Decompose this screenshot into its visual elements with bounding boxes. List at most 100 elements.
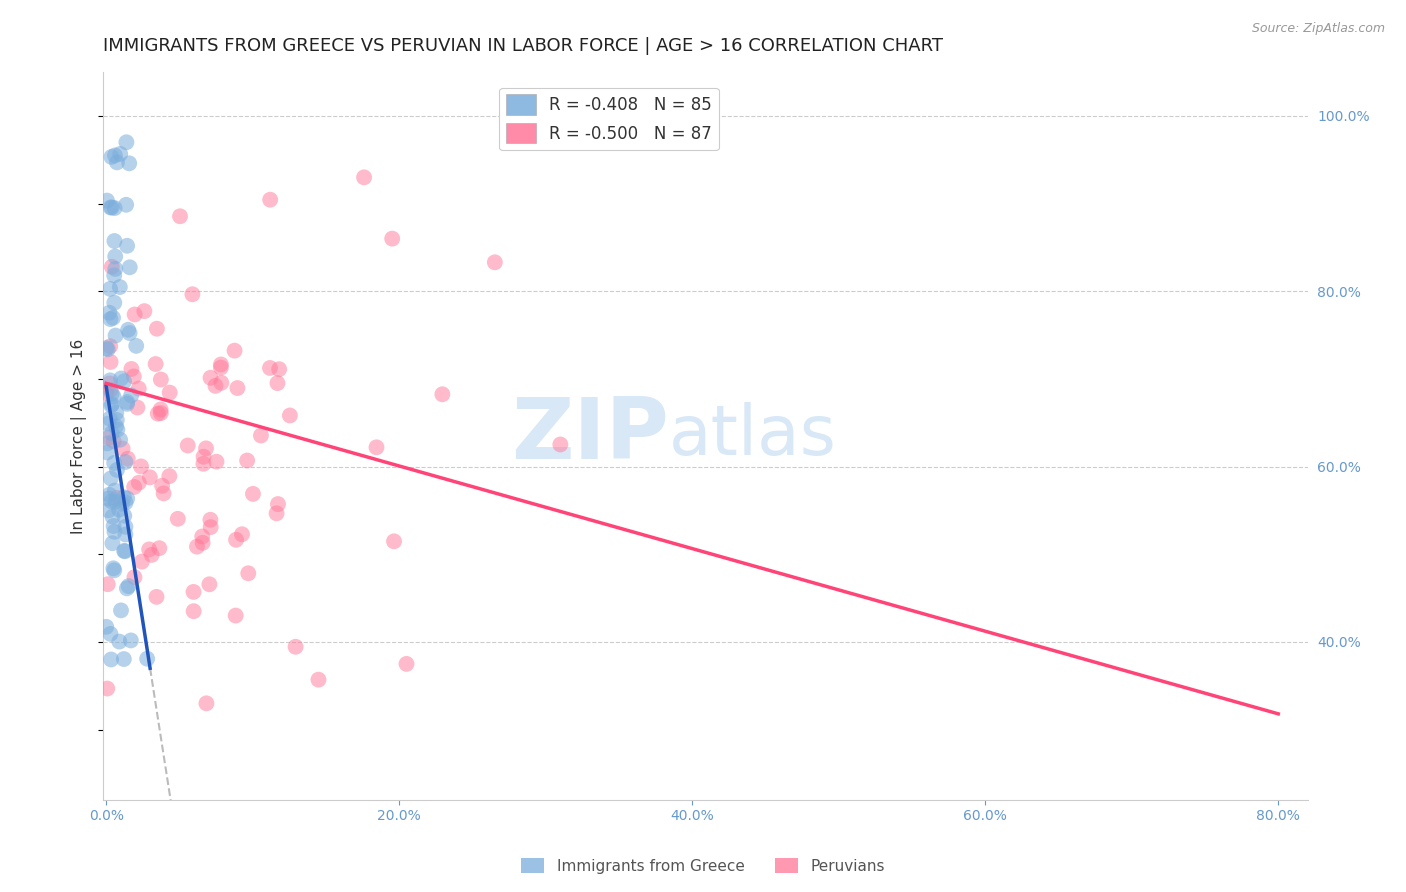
Point: [225, 533, 247, 547]
Y-axis label: In Labor Force | Age > 16: In Labor Force | Age > 16: [72, 338, 87, 533]
Point: [381, 232, 404, 246]
Point: [149, 372, 172, 386]
Point: [266, 506, 288, 520]
Point: [128, 475, 150, 490]
Point: [308, 673, 330, 687]
Point: [115, 582, 138, 596]
Point: [145, 590, 167, 604]
Point: [259, 361, 281, 376]
Text: IMMIGRANTS FROM GREECE VS PERUVIAN IN LABOR FORCE | AGE > 16 CORRELATION CHART: IMMIGRANTS FROM GREECE VS PERUVIAN IN LA…: [103, 37, 943, 55]
Point: [149, 406, 172, 420]
Point: [101, 509, 124, 524]
Point: [159, 385, 181, 400]
Text: Source: ZipAtlas.com: Source: ZipAtlas.com: [1251, 22, 1385, 36]
Point: [100, 150, 122, 164]
Point: [108, 634, 131, 648]
Point: [115, 198, 138, 212]
Point: [250, 428, 273, 442]
Point: [114, 520, 136, 534]
Point: [98, 373, 121, 387]
Point: [193, 450, 215, 464]
Point: [104, 328, 127, 343]
Point: [110, 603, 132, 617]
Point: [104, 148, 127, 162]
Point: [118, 260, 141, 275]
Point: [183, 604, 205, 618]
Point: [98, 282, 121, 296]
Point: [98, 376, 121, 391]
Point: [103, 561, 125, 575]
Point: [117, 451, 139, 466]
Point: [100, 355, 122, 369]
Point: [104, 201, 127, 215]
Point: [120, 633, 142, 648]
Point: [550, 437, 572, 451]
Point: [125, 339, 148, 353]
Legend: R = -0.408   N = 85, R = -0.500   N = 87: R = -0.408 N = 85, R = -0.500 N = 87: [499, 87, 718, 150]
Point: [129, 459, 152, 474]
Point: [111, 497, 134, 511]
Point: [96, 620, 118, 634]
Point: [226, 381, 249, 395]
Point: [124, 570, 146, 584]
Point: [112, 544, 135, 558]
Point: [353, 170, 375, 185]
Point: [195, 442, 218, 456]
Point: [96, 445, 118, 459]
Point: [484, 255, 506, 269]
Point: [157, 469, 180, 483]
Point: [128, 382, 150, 396]
Point: [96, 681, 118, 696]
Point: [284, 640, 307, 654]
Point: [97, 503, 120, 517]
Point: [114, 544, 136, 558]
Point: [96, 436, 118, 450]
Point: [118, 326, 141, 340]
Text: ZIP: ZIP: [512, 394, 669, 477]
Point: [236, 453, 259, 467]
Point: [152, 486, 174, 500]
Point: [118, 156, 141, 170]
Point: [120, 362, 142, 376]
Point: [136, 651, 159, 665]
Point: [204, 379, 226, 393]
Point: [101, 310, 124, 325]
Point: [100, 627, 122, 641]
Point: [366, 440, 388, 454]
Point: [238, 566, 260, 581]
Point: [115, 395, 138, 409]
Point: [278, 409, 301, 423]
Point: [105, 406, 128, 420]
Point: [181, 287, 204, 301]
Point: [195, 696, 218, 710]
Point: [269, 362, 291, 376]
Point: [103, 434, 125, 449]
Point: [100, 426, 122, 441]
Point: [114, 455, 136, 469]
Point: [100, 201, 122, 215]
Point: [110, 371, 132, 385]
Point: [117, 323, 139, 337]
Point: [97, 431, 120, 445]
Point: [169, 209, 191, 223]
Point: [97, 491, 120, 506]
Point: [115, 135, 138, 149]
Point: [104, 483, 127, 498]
Point: [122, 480, 145, 494]
Point: [150, 479, 173, 493]
Point: [193, 457, 215, 471]
Point: [105, 463, 128, 477]
Point: [101, 536, 124, 550]
Point: [166, 512, 188, 526]
Point: [259, 193, 281, 207]
Point: [267, 497, 290, 511]
Point: [104, 495, 127, 509]
Point: [97, 577, 120, 591]
Point: [100, 312, 122, 326]
Point: [104, 261, 127, 276]
Point: [191, 536, 214, 550]
Point: [177, 438, 200, 452]
Point: [98, 488, 121, 502]
Point: [198, 577, 221, 591]
Point: [100, 398, 122, 412]
